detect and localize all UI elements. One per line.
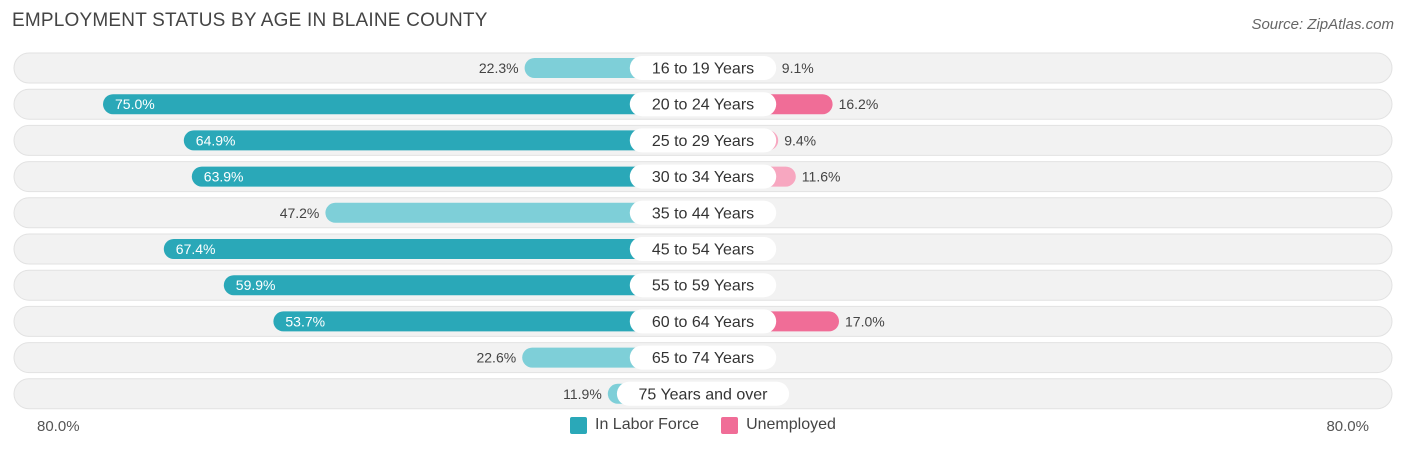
bar-labor bbox=[273, 311, 703, 332]
legend-label-labor: In Labor Force bbox=[595, 416, 700, 433]
value-label-labor: 11.9% bbox=[563, 386, 602, 402]
bar-labor bbox=[223, 275, 704, 296]
category-pill bbox=[629, 273, 777, 298]
legend: In Labor Force Unemployed bbox=[570, 416, 836, 434]
bar-labor bbox=[191, 166, 704, 187]
value-label-labor: 67.4% bbox=[176, 241, 216, 257]
bar-labor bbox=[183, 130, 704, 151]
category-pill bbox=[629, 309, 777, 334]
category-label: 45 to 54 Years bbox=[652, 242, 754, 259]
category-pill bbox=[629, 200, 777, 225]
value-label-labor: 59.9% bbox=[236, 277, 276, 293]
category-label: 60 to 64 Years bbox=[652, 314, 754, 331]
value-label-labor: 64.9% bbox=[196, 132, 236, 148]
source-label: Source: ZipAtlas.com bbox=[1251, 16, 1394, 33]
value-label-unemployed: 17.0% bbox=[845, 313, 885, 329]
category-pill bbox=[629, 128, 777, 153]
category-label: 75 Years and over bbox=[639, 386, 769, 403]
value-label-labor: 22.6% bbox=[476, 350, 516, 366]
legend-swatch-labor bbox=[570, 416, 587, 434]
axis-right-label: 80.0% bbox=[1326, 418, 1369, 435]
category-label: 25 to 29 Years bbox=[652, 133, 754, 150]
chart-title: EMPLOYMENT STATUS BY AGE IN BLAINE COUNT… bbox=[12, 10, 488, 31]
value-label-labor: 75.0% bbox=[115, 96, 155, 112]
category-label: 55 to 59 Years bbox=[652, 278, 754, 295]
category-label: 16 to 19 Years bbox=[652, 61, 754, 78]
value-label-unemployed: 16.2% bbox=[839, 96, 879, 112]
value-label-unemployed: 11.6% bbox=[802, 169, 841, 185]
axis-left-label: 80.0% bbox=[37, 418, 80, 435]
legend-item-labor: In Labor Force bbox=[570, 416, 699, 434]
legend-swatch-unemployed bbox=[721, 416, 739, 434]
category-pill bbox=[629, 237, 777, 261]
value-label-labor: 47.2% bbox=[280, 205, 320, 221]
category-pill bbox=[629, 345, 777, 370]
legend-label-unemployed: Unemployed bbox=[746, 416, 836, 433]
category-pill bbox=[629, 56, 777, 80]
category-label: 35 to 44 Years bbox=[652, 205, 754, 222]
category-pill bbox=[616, 381, 790, 406]
bar-labor bbox=[103, 94, 703, 115]
bar-labor bbox=[325, 202, 703, 223]
category-label: 30 to 34 Years bbox=[652, 169, 754, 186]
value-label-unemployed: 9.4% bbox=[784, 132, 816, 148]
value-label-labor: 22.3% bbox=[479, 60, 519, 76]
legend-item-unemployed: Unemployed bbox=[721, 416, 836, 434]
category-label: 65 to 74 Years bbox=[652, 350, 754, 367]
category-label: 20 to 24 Years bbox=[652, 97, 754, 114]
value-label-unemployed: 9.1% bbox=[782, 60, 814, 76]
category-pill bbox=[629, 92, 777, 117]
value-label-labor: 63.9% bbox=[204, 169, 244, 185]
category-pill bbox=[629, 164, 777, 189]
value-label-labor: 53.7% bbox=[285, 313, 325, 329]
bar-labor bbox=[163, 239, 704, 259]
